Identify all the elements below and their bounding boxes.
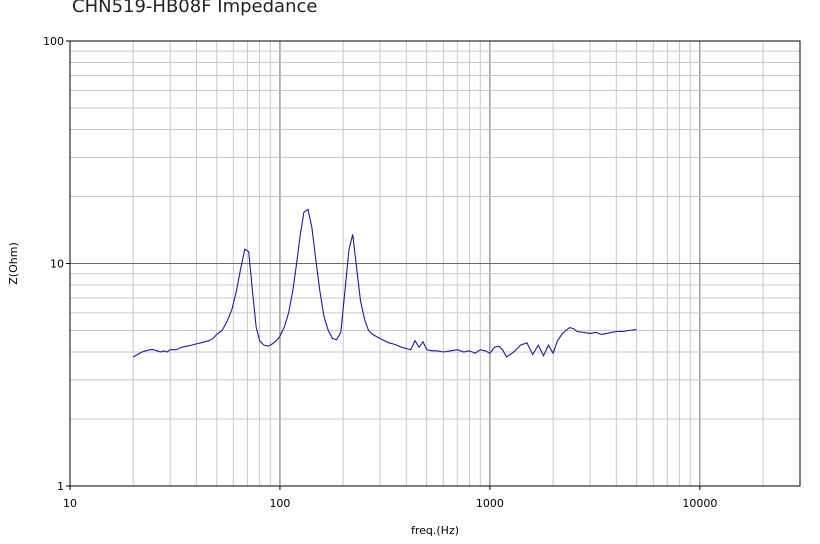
tick-labels: 10 100 1000 10000 1 10 100: [43, 35, 717, 510]
x-tick-label: 1000: [476, 497, 504, 510]
x-tick-label: 10000: [682, 497, 717, 510]
chart-title: CHN519-HB08F Impedance: [72, 0, 318, 17]
x-axis-label: freq.(Hz): [411, 524, 459, 537]
x-tick-label: 100: [269, 497, 290, 510]
grid-lines: [69, 40, 801, 487]
impedance-curve: [132, 208, 637, 358]
y-tick-label: 10: [50, 258, 64, 271]
y-tick-label: 100: [43, 35, 64, 48]
x-tick-label: 10: [63, 497, 77, 510]
y-tick-label: 1: [57, 480, 64, 493]
y-axis-label: Z(Ohm): [7, 242, 20, 284]
